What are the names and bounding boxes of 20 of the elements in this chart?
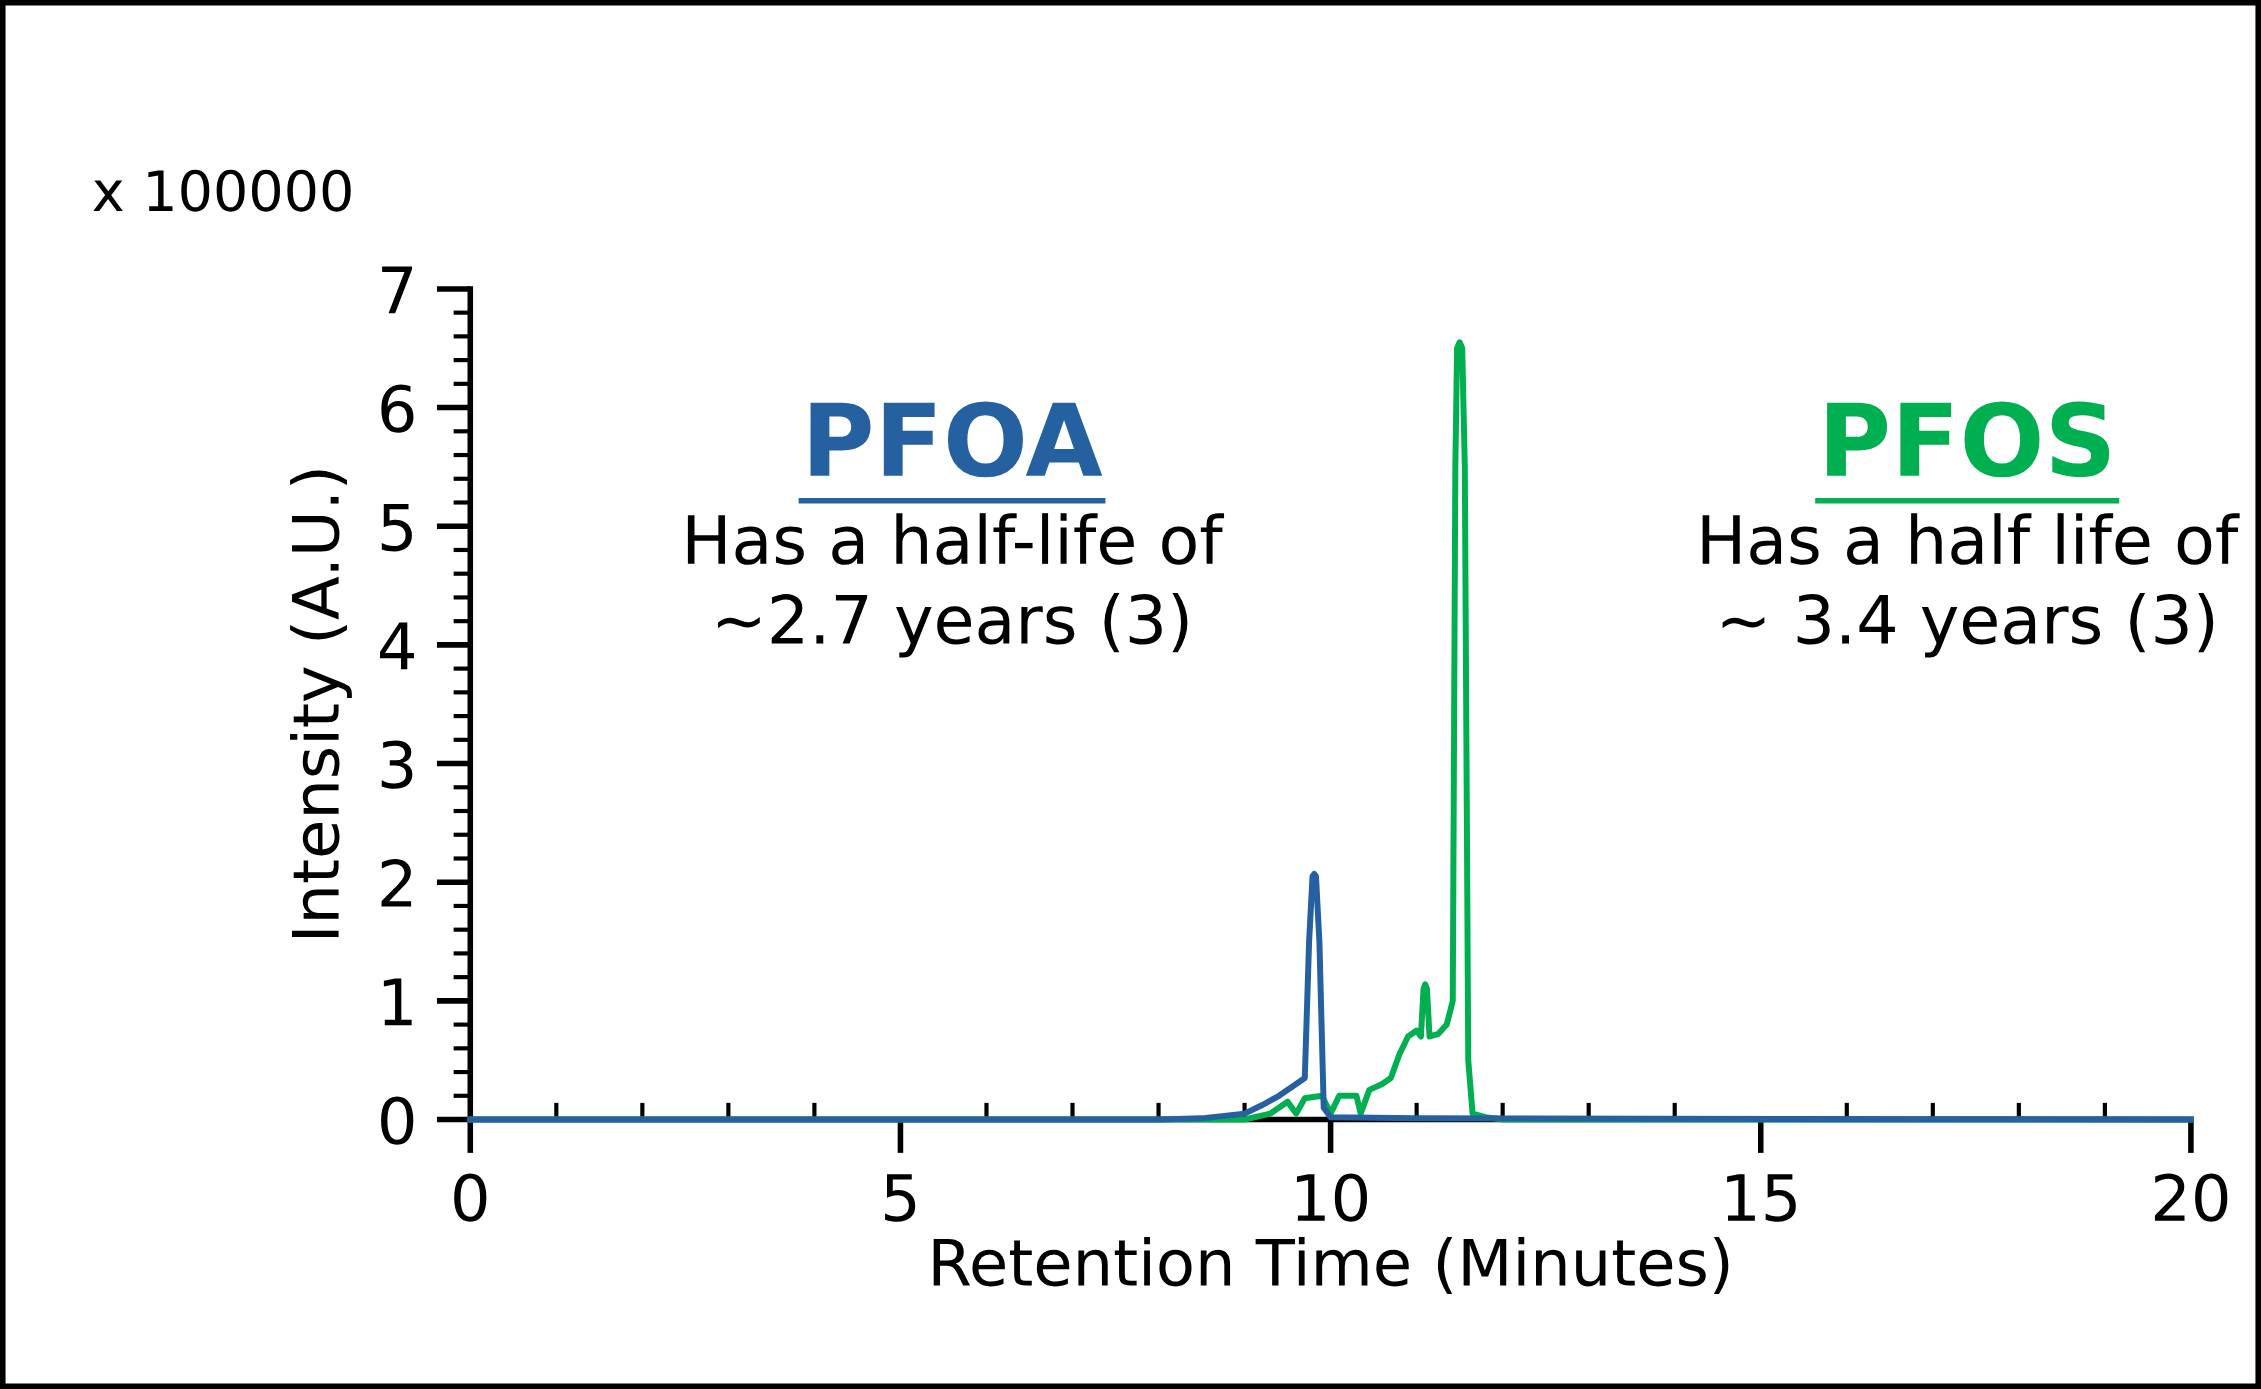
text: PFOS <box>1827 401 2110 478</box>
x-axis-title: Retention Time (Minutes) <box>933 1236 1729 1294</box>
x-tick-label: 5 <box>885 1174 916 1222</box>
x-tick-label: 15 <box>1727 1174 1796 1222</box>
text: x 100000 <box>93 169 351 212</box>
y-tick-label: 4 <box>379 622 414 670</box>
x-tick-label: 20 <box>2154 1173 2228 1222</box>
annotation: Has a half-life of ~2.7 years (3) <box>687 513 1225 658</box>
y-tick-label: 5 <box>381 503 412 552</box>
y-tick-label: 0 <box>381 1096 414 1145</box>
text: PFOA <box>810 401 1103 478</box>
y-tick-label: 7 <box>382 266 413 314</box>
y-tick-label: 1 <box>383 978 412 1026</box>
x-tick-label: 0 <box>454 1173 487 1222</box>
y-tick-label: 6 <box>381 384 414 433</box>
y-tick-label: 2 <box>381 859 412 907</box>
y-axis-title: Intensity (A.U.) <box>290 470 352 938</box>
x-tick-label: 10 <box>1296 1173 1367 1222</box>
y-tick-label: 3 <box>381 740 413 789</box>
annotation: Has a half life of ~ 3.4 years (3) <box>1702 513 2240 658</box>
